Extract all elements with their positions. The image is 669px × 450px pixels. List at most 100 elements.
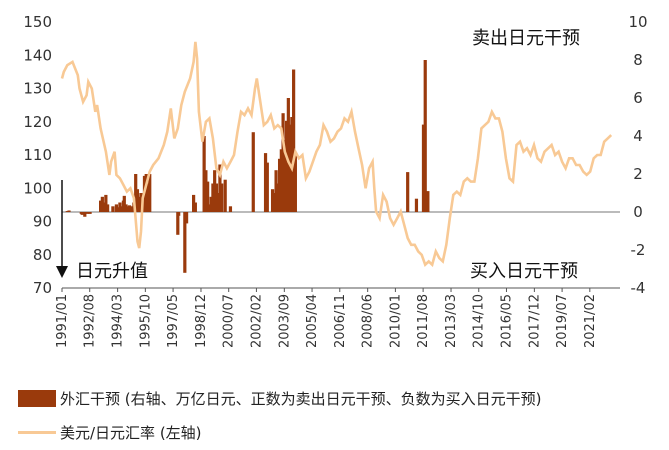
- intervention-bar: [183, 212, 187, 273]
- intervention-bar: [281, 113, 285, 212]
- x-tick-label: 1998/12: [194, 294, 209, 348]
- right-tick-label: 0: [633, 203, 643, 221]
- intervention-bar: [104, 194, 108, 212]
- intervention-bar: [146, 183, 150, 212]
- intervention-bar: [85, 212, 90, 214]
- intervention-bar: [209, 196, 213, 212]
- intervention-bar: [204, 170, 208, 212]
- x-tick-label: 1992/08: [83, 294, 98, 348]
- x-tick-label: 2003/09: [277, 294, 292, 348]
- intervention-bar: [270, 189, 275, 212]
- intervention-bar: [285, 120, 289, 212]
- legend-label-usdjpy: 美元/日元汇率 (左轴): [60, 424, 202, 442]
- x-tick-label: 2011/08: [416, 294, 431, 348]
- intervention-bar: [100, 196, 104, 212]
- intervention-bar: [116, 207, 120, 212]
- intervention-bar: [406, 172, 410, 212]
- intervention-bar: [279, 149, 283, 212]
- intervention-bar: [135, 189, 140, 212]
- intervention-bar: [216, 193, 220, 212]
- intervention-bar: [83, 212, 87, 217]
- intervention-bar: [213, 170, 217, 212]
- right-tick-label: -4: [631, 279, 646, 297]
- left-tick-label: 120: [23, 113, 52, 131]
- intervention-bar: [81, 212, 85, 215]
- intervention-bar: [193, 202, 197, 212]
- x-tick-label: 2013/03: [444, 294, 459, 348]
- intervention-bar: [125, 206, 129, 212]
- right-tick-label: 2: [633, 165, 643, 183]
- right-tick-label: 6: [633, 89, 643, 107]
- intervention-bar: [148, 174, 152, 212]
- intervention-bar: [218, 164, 222, 212]
- intervention-bar: [414, 198, 419, 212]
- x-tick-label: 2017/12: [527, 294, 542, 348]
- intervention-bar: [206, 181, 210, 212]
- intervention-bar: [421, 124, 426, 212]
- left-tick-label: 100: [23, 179, 52, 197]
- intervention-bar: [293, 153, 297, 212]
- intervention-bar: [214, 183, 219, 212]
- intervention-bar: [288, 124, 292, 212]
- x-tick-label: 2014/10: [472, 294, 487, 348]
- intervention-bar: [176, 212, 180, 235]
- x-tick-label: 1991/01: [55, 294, 70, 348]
- intervention-bar: [202, 136, 206, 212]
- intervention-bar: [118, 202, 122, 212]
- intervention-bar: [134, 174, 138, 212]
- intervention-bar: [65, 211, 69, 212]
- intervention-bar: [127, 205, 132, 212]
- intervention-bar: [263, 153, 268, 212]
- intervention-bar: [137, 196, 141, 212]
- intervention-bar: [102, 202, 106, 212]
- left-tick-label: 110: [23, 146, 52, 164]
- intervention-bar: [292, 69, 296, 212]
- x-tick-label: 1995/10: [138, 294, 153, 348]
- intervention-bar: [144, 174, 148, 212]
- x-tick-label: 2000/07: [222, 294, 237, 348]
- intervention-bar: [139, 193, 143, 212]
- intervention-bar: [274, 170, 278, 212]
- left-tick-label: 130: [23, 80, 52, 98]
- x-tick-label: 1994/03: [111, 294, 126, 348]
- right-tick-label: 8: [633, 51, 643, 69]
- x-tick-label: 2006/11: [333, 294, 348, 348]
- left-axis-ticks: 150 140 130 120 110 100 90 80 70: [23, 13, 52, 297]
- legend-item-usdjpy: 美元/日元汇率 (左轴): [18, 422, 202, 443]
- left-tick-label: 70: [33, 279, 52, 297]
- legend-label-intervention: 外汇干预 (右轴、万亿日元、正数为卖出日元干预、负数为买入日元干预): [60, 390, 542, 408]
- intervention-bars: [65, 60, 430, 273]
- intervention-bar: [99, 200, 103, 212]
- annotation-yen-appreciation: 日元升值: [76, 261, 148, 282]
- x-tick-label: 1997/05: [166, 294, 181, 348]
- x-tick-label: 2010/01: [388, 294, 403, 348]
- intervention-bar: [122, 195, 126, 212]
- intervention-bar: [426, 191, 430, 212]
- intervention-bar: [207, 204, 211, 212]
- intervention-bar: [130, 206, 134, 212]
- intervention-bar: [265, 162, 269, 212]
- intervention-bar: [192, 194, 196, 212]
- intervention-bar: [184, 212, 189, 224]
- right-axis-ticks: 10 8 6 4 2 0 -2 -4: [628, 13, 647, 297]
- usdjpy-line: [60, 41, 613, 268]
- x-tick-label: 2016/05: [499, 294, 514, 348]
- legend-swatch-bar: [18, 390, 56, 407]
- annotation-sell-yen: 卖出日元干预: [472, 28, 580, 49]
- intervention-bar: [276, 183, 280, 212]
- intervention-bar: [286, 98, 290, 212]
- left-tick-label: 80: [33, 246, 52, 264]
- x-tick-label: 2002/02: [249, 294, 264, 348]
- x-tick-label: 2008/06: [361, 294, 376, 348]
- right-tick-label: 4: [633, 127, 643, 145]
- x-tick-label: 2019/07: [555, 294, 570, 348]
- x-tick-label: 2021/02: [583, 294, 598, 348]
- intervention-bar: [277, 158, 282, 212]
- annotation-buy-yen: 买入日元干预: [470, 261, 578, 282]
- intervention-bar: [251, 132, 255, 212]
- right-tick-label: 10: [628, 13, 647, 31]
- legend-item-intervention: 外汇干预 (右轴、万亿日元、正数为卖出日元干预、负数为买入日元干预): [18, 388, 541, 409]
- left-tick-label: 150: [23, 13, 52, 31]
- intervention-bar: [114, 204, 118, 212]
